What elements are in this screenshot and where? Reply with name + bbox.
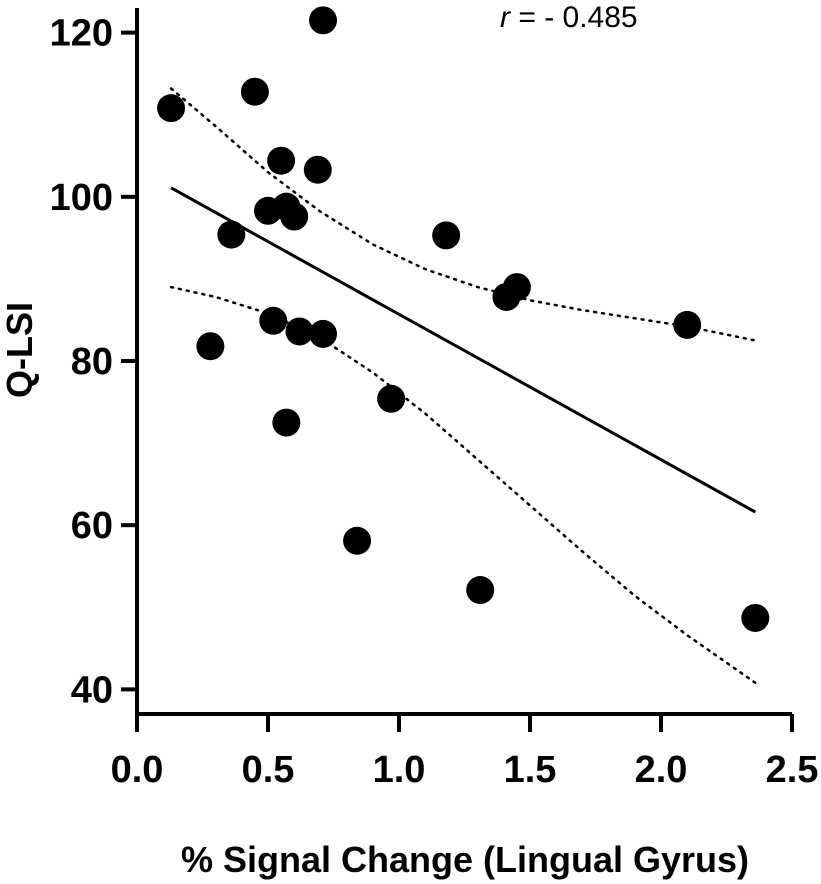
ci-lower-band [169, 285, 757, 685]
y-tick-label: 120 [50, 13, 113, 55]
data-point [196, 332, 225, 361]
data-point [343, 526, 372, 555]
data-point [272, 408, 301, 437]
x-tick-label: 1.5 [504, 749, 557, 791]
data-points [157, 6, 770, 632]
r-symbol: r [500, 1, 511, 34]
data-point [309, 6, 338, 35]
x-tick-label: 0.5 [242, 749, 295, 791]
data-point [492, 282, 521, 311]
data-point [466, 576, 495, 605]
x-tick-label: 2.0 [635, 749, 688, 791]
x-tick-label: 1.0 [373, 749, 426, 791]
data-point [217, 220, 246, 249]
ci-lower-curve [169, 285, 757, 685]
data-point [240, 77, 269, 106]
data-point [673, 310, 702, 339]
data-point [377, 384, 406, 413]
data-point [280, 202, 309, 231]
data-point [741, 603, 770, 632]
data-point [259, 306, 288, 335]
y-tick-label: 80 [71, 341, 113, 383]
ci-upper-curve [169, 87, 757, 342]
y-axis-title: Q-LSI [0, 302, 40, 398]
data-point [267, 146, 296, 175]
data-point [309, 319, 338, 348]
data-point [432, 221, 461, 250]
x-tick-label: 2.5 [766, 749, 819, 791]
regression-line [170, 186, 757, 514]
correlation-annotation: r = - 0.485 [500, 1, 638, 34]
regression-line-group [170, 186, 757, 514]
x-tick-label: 0.0 [111, 749, 164, 791]
ci-upper-band [169, 87, 757, 342]
x-axis-title: % Signal Change (Lingual Gyrus) [181, 839, 749, 880]
data-point [157, 94, 186, 123]
data-point [303, 155, 332, 184]
x-axis-ticks: 0.0 0.5 1.0 1.5 2.0 2.5 [111, 714, 819, 791]
y-axis-ticks: 40 60 80 100 120 [50, 13, 137, 711]
data-point [285, 317, 314, 346]
y-tick-label: 100 [50, 177, 113, 219]
r-value: = - 0.485 [518, 1, 637, 34]
y-tick-label: 40 [71, 669, 113, 711]
y-tick-label: 60 [71, 505, 113, 547]
